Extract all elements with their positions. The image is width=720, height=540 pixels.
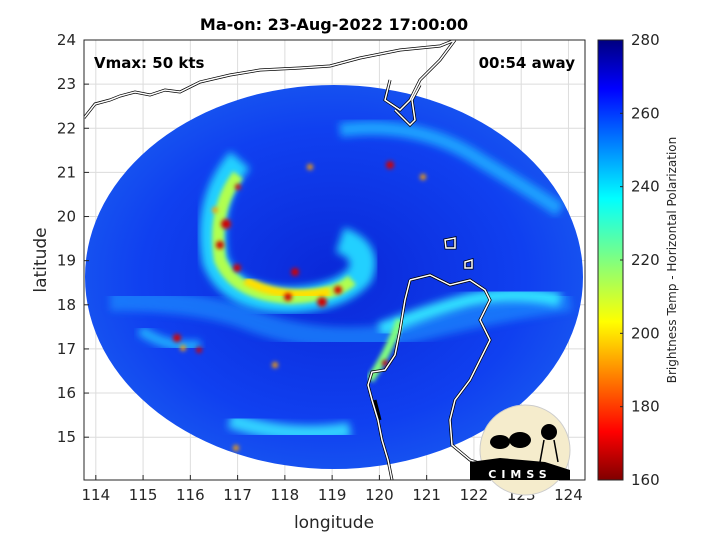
x-tick-label: 124	[554, 486, 583, 504]
y-tick-label: 19	[57, 252, 76, 270]
y-tick-label: 21	[57, 163, 76, 181]
x-axis-label: longitude	[294, 513, 374, 533]
x-tick-label: 122	[460, 486, 489, 504]
microwave-swath	[85, 85, 583, 469]
colorbar-tick-label: 220	[631, 251, 660, 269]
colorbar-label: Brightness Temp - Horizontal Polarizatio…	[665, 137, 679, 384]
x-tick-label: 116	[176, 486, 205, 504]
x-ticks: 114115116117118119120121122123124	[81, 475, 583, 504]
colorbar-tick-label: 280	[631, 31, 660, 49]
x-tick-label: 114	[81, 486, 110, 504]
colorbar-tick-label: 200	[631, 324, 660, 342]
axes-box	[83, 39, 586, 481]
y-tick-label: 17	[57, 340, 76, 358]
time-away-annotation: 00:54 away	[479, 54, 576, 72]
colorbar-ticks: 160 180 200 220 240 260 280	[620, 31, 660, 489]
x-tick-label: 115	[129, 486, 158, 504]
y-tick-label: 20	[57, 208, 76, 226]
y-tick-label: 15	[57, 428, 76, 446]
svg-text:CIMSS: CIMSS	[488, 468, 551, 481]
cimss-logo: CIMSS	[470, 404, 571, 496]
colorbar	[597, 39, 624, 481]
x-tick-label: 120	[365, 486, 394, 504]
x-tick-label: 117	[223, 486, 252, 504]
y-ticks: 15 16 17 18 19 20 21 22 23 24	[57, 31, 89, 446]
x-tick-label: 119	[318, 486, 347, 504]
x-tick-label: 121	[412, 486, 441, 504]
colorbar-tick-label: 160	[631, 471, 660, 489]
colorbar-tick-label: 180	[631, 398, 660, 416]
y-tick-label: 22	[57, 119, 76, 137]
vmax-annotation: Vmax: 50 kts	[94, 54, 204, 72]
x-tick-label: 118	[271, 486, 300, 504]
y-tick-label: 23	[57, 75, 76, 93]
y-tick-label: 24	[57, 31, 76, 49]
colorbar-tick-label: 260	[631, 104, 660, 122]
y-tick-label: 16	[57, 384, 76, 402]
chart-title: Ma-on: 23-Aug-2022 17:00:00	[200, 15, 468, 34]
rainbands	[109, 121, 572, 451]
y-axis-label: latitude	[31, 227, 51, 292]
colorbar-tick-label: 240	[631, 178, 660, 196]
y-tick-label: 18	[57, 296, 76, 314]
